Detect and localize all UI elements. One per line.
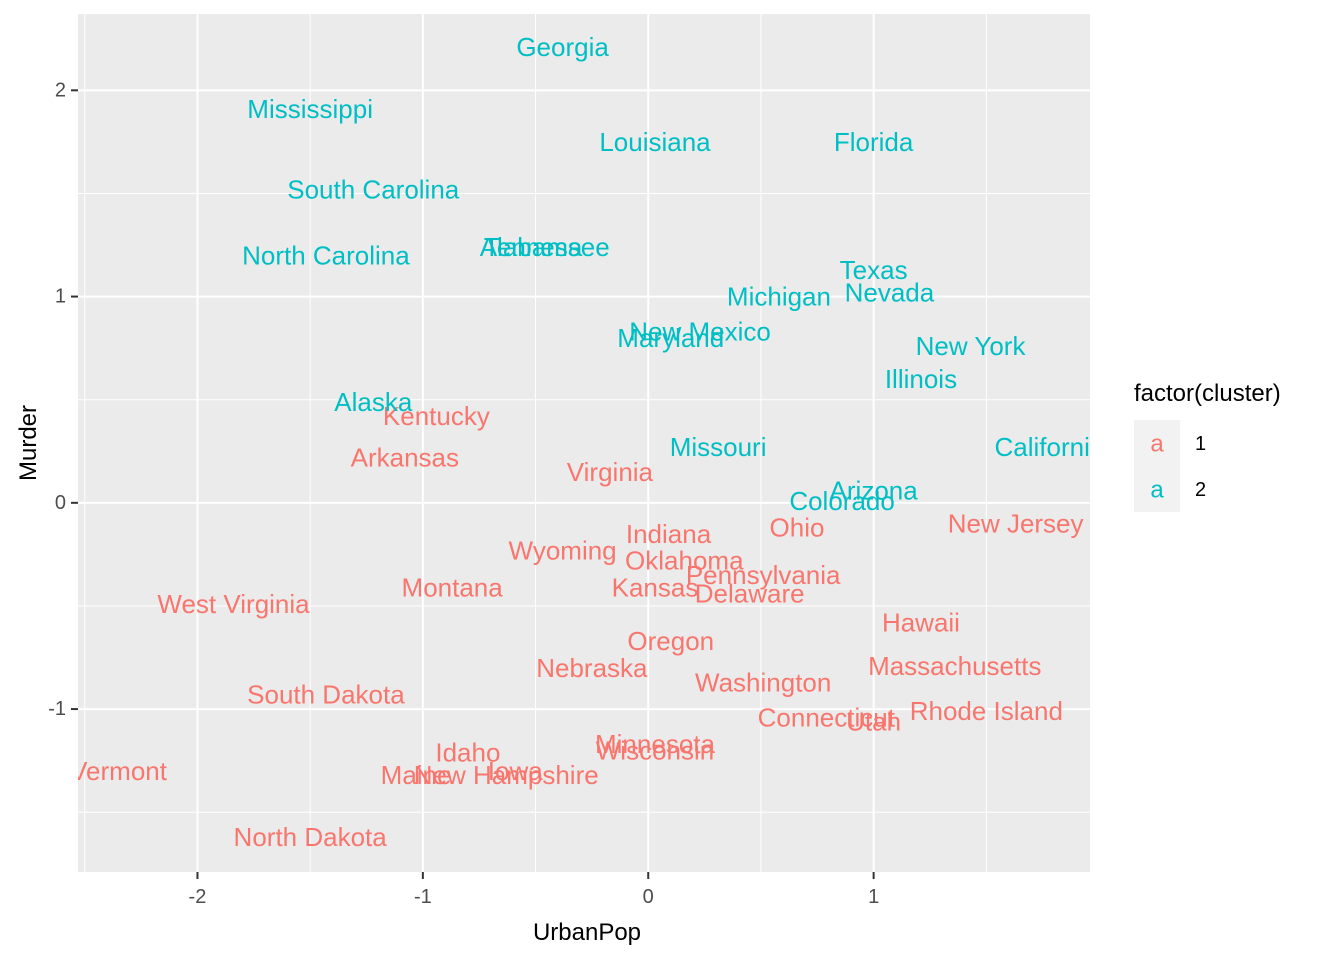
grid-major <box>78 14 1090 872</box>
point-label: New Jersey <box>948 508 1084 538</box>
point-label: Georgia <box>516 32 609 62</box>
point-label: Idaho <box>435 737 500 767</box>
point-label: New Hampshire <box>414 760 599 790</box>
point-label: Tennessee <box>484 232 610 262</box>
point-label: South Carolina <box>287 174 460 204</box>
point-label: Indiana <box>626 519 712 549</box>
plot-panel <box>78 14 1090 872</box>
point-label: Texas <box>840 255 908 285</box>
point-label: Maryland <box>617 323 724 353</box>
point-label: Arkansas <box>351 442 459 472</box>
point-label: Alabama <box>480 232 583 262</box>
point-label: Nebraska <box>536 653 648 683</box>
point-label: Connecticut <box>758 702 896 732</box>
point-label: North Dakota <box>234 822 388 852</box>
y-tick-label: 1 <box>55 286 66 308</box>
point-label: South Dakota <box>247 680 405 710</box>
point-label: West Virginia <box>157 589 310 619</box>
points-layer: Kentucky Arkansas Virginia Indiana Ohio New J… <box>70 32 1105 852</box>
point-label: Pennsylvania <box>686 560 841 590</box>
y-axis: -1 0 1 2 <box>48 79 78 720</box>
point-label: Michigan <box>727 282 831 312</box>
point-label: Hawaii <box>882 607 960 637</box>
point-label: Wisconsin <box>596 735 714 765</box>
point-label: Arizona <box>830 475 919 505</box>
point-label: Rhode Island <box>910 696 1063 726</box>
point-label: Florida <box>834 127 914 157</box>
point-label: Virginia <box>567 457 654 487</box>
point-label: Iowa <box>488 756 543 786</box>
point-label: Ohio <box>770 513 825 543</box>
legend-key-glyph: a <box>1150 477 1164 504</box>
point-label: Delaware <box>695 579 805 609</box>
legend: factor(cluster) a 1 a 2 <box>1134 380 1281 512</box>
point-label: New Mexico <box>629 317 771 347</box>
point-label: Missouri <box>670 432 767 462</box>
point-label: Oklahoma <box>625 546 744 576</box>
legend-label: 1 <box>1195 433 1206 455</box>
point-label: Minnesota <box>595 729 715 759</box>
x-tick-label: 0 <box>643 886 654 908</box>
x-tick-label: -2 <box>189 886 207 908</box>
point-label: Mississippi <box>247 94 373 124</box>
x-axis-title: UrbanPop <box>533 919 641 946</box>
point-label: Kentucky <box>383 401 490 431</box>
point-label: Colorado <box>789 486 895 516</box>
point-label: Utah <box>846 706 901 736</box>
y-axis-title: Murder <box>15 405 42 481</box>
point-label: Oregon <box>627 626 714 656</box>
point-label: New York <box>916 331 1027 361</box>
y-tick-label: 2 <box>55 79 66 101</box>
point-label: Montana <box>402 572 504 602</box>
point-label: Wyoming <box>509 535 617 565</box>
legend-title: factor(cluster) <box>1134 380 1281 407</box>
point-label: Illinois <box>885 364 957 394</box>
x-tick-label: -1 <box>414 886 432 908</box>
legend-label: 2 <box>1195 479 1206 501</box>
legend-key <box>1134 466 1180 512</box>
point-label: Washington <box>695 667 831 697</box>
point-label: North Carolina <box>242 240 410 270</box>
x-tick-label: 1 <box>868 886 879 908</box>
point-label: Alaska <box>334 387 413 417</box>
point-label: Louisiana <box>599 127 711 157</box>
point-label: Kansas <box>612 572 699 602</box>
point-label: Massachusetts <box>868 651 1041 681</box>
x-axis: -2 -1 0 1 <box>189 872 879 908</box>
legend-key <box>1134 420 1180 466</box>
point-label: California <box>995 432 1105 462</box>
y-tick-label: 0 <box>55 492 66 514</box>
point-label: Vermont <box>70 756 168 786</box>
point-label: Maine <box>381 760 452 790</box>
grid-minor <box>78 14 1090 872</box>
y-tick-label: -1 <box>48 698 66 720</box>
legend-key-glyph: a <box>1150 431 1164 458</box>
point-label: Nevada <box>845 277 935 307</box>
